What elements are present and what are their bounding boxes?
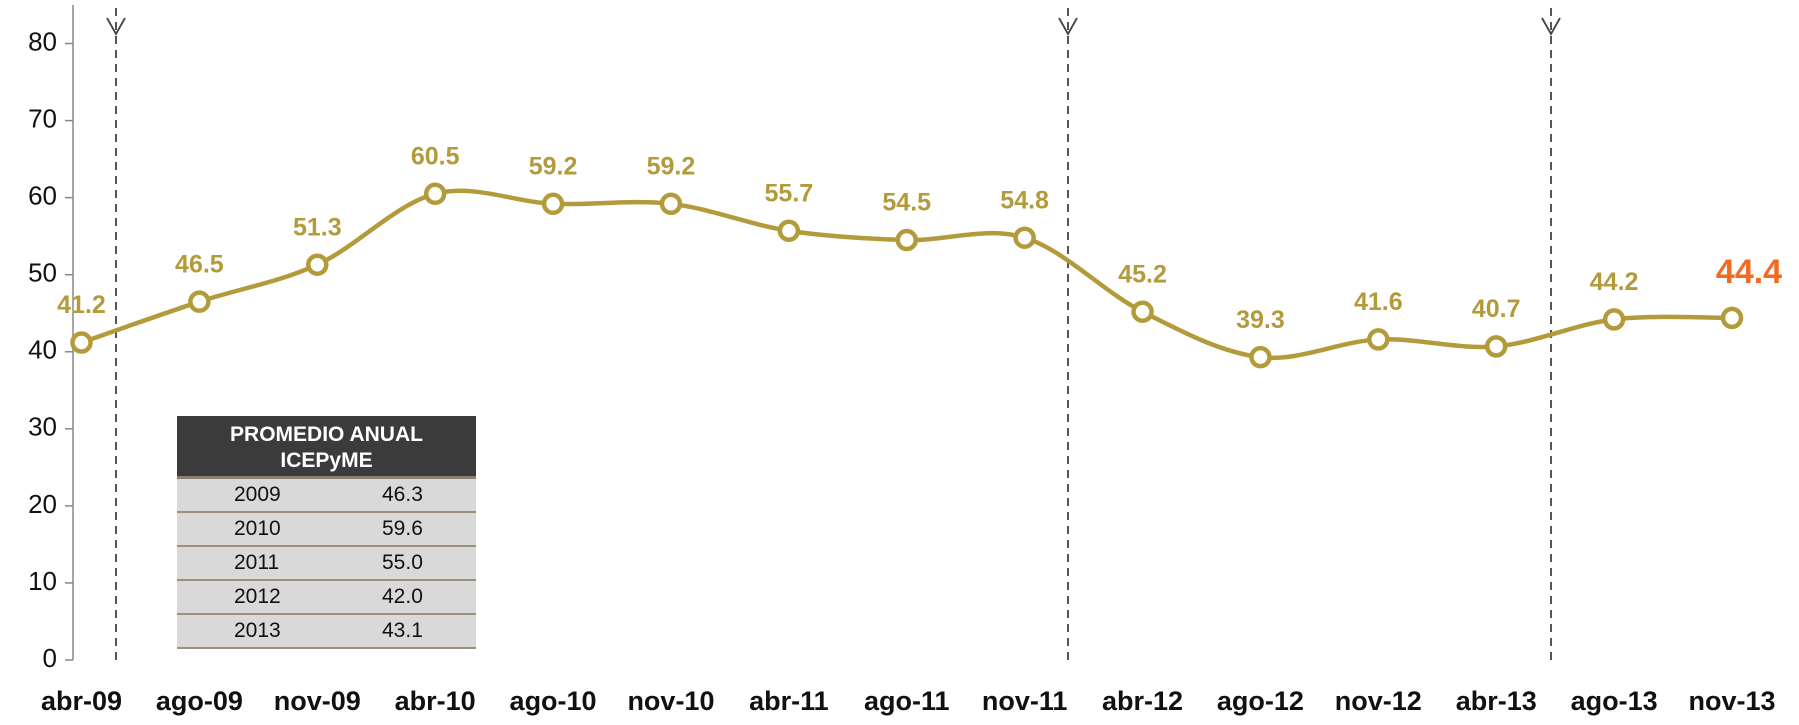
x-tick-label: ago-10 [510, 686, 597, 716]
x-tick-label: nov-12 [1335, 686, 1422, 716]
data-label: 60.5 [411, 142, 460, 170]
x-tick-label: abr-09 [41, 686, 122, 716]
point [188, 290, 211, 313]
table-year: 2009 [234, 483, 281, 506]
y-tick-label: 70 [28, 103, 57, 133]
point [1013, 226, 1036, 249]
y-tick-label: 50 [28, 258, 57, 288]
data-label: 39.3 [1236, 306, 1285, 334]
table-row: 2013 43.1 [177, 615, 476, 649]
data-label: 59.2 [647, 152, 696, 180]
data-label: 51.3 [293, 213, 342, 241]
table-value: 59.6 [382, 517, 423, 540]
table-row: 2012 42.0 [177, 581, 476, 615]
x-tick-label: ago-11 [864, 686, 950, 716]
point [1249, 345, 1272, 369]
data-label: 55.7 [765, 179, 814, 207]
period-arrow [1541, 17, 1561, 36]
point [1720, 306, 1744, 330]
y-tick-label: 10 [28, 566, 57, 596]
x-tick-label: ago-09 [156, 686, 243, 716]
x-tick-label: nov-13 [1688, 686, 1775, 716]
x-tick-label: nov-11 [982, 686, 1068, 716]
x-tick-label: ago-12 [1217, 686, 1304, 716]
point [895, 228, 918, 252]
x-tick-label: ago-13 [1571, 686, 1658, 716]
x-tick-label: abr-13 [1456, 686, 1537, 716]
point [1367, 328, 1390, 351]
point [1484, 335, 1508, 358]
point [659, 192, 683, 216]
data-label: 44.2 [1590, 268, 1639, 296]
point [1131, 300, 1154, 323]
point [423, 182, 447, 206]
table-header: PROMEDIO ANUAL ICEPyME [177, 416, 476, 479]
table-year: 2013 [234, 619, 281, 642]
period-arrow [1058, 17, 1078, 36]
period-arrow [106, 17, 126, 36]
annual-table: PROMEDIO ANUAL ICEPyME 2009 46.3 2010 59.6 2… [177, 416, 476, 649]
data-label: 41.6 [1354, 288, 1403, 316]
y-tick-label: 20 [28, 489, 57, 519]
x-tick-label: abr-10 [395, 686, 476, 716]
table-row: 2009 46.3 [177, 479, 476, 513]
y-tick-label: 80 [28, 26, 57, 56]
data-label: 59.2 [529, 152, 578, 180]
data-label: 45.2 [1118, 260, 1167, 288]
table-value: 46.3 [382, 483, 423, 506]
data-label: 40.7 [1472, 295, 1521, 323]
point [306, 253, 329, 276]
table-value: 42.0 [382, 585, 423, 608]
x-tick-label: nov-09 [274, 686, 361, 716]
table-year: 2010 [234, 517, 281, 540]
point [70, 331, 93, 354]
data-label: 41.2 [57, 291, 106, 319]
table-value: 43.1 [382, 619, 423, 642]
data-label: 44.4 [1716, 253, 1782, 291]
y-tick-label: 30 [28, 412, 57, 442]
y-tick-label: 40 [28, 335, 57, 365]
x-tick-label: abr-12 [1102, 686, 1183, 716]
x-tick-label: abr-11 [749, 686, 829, 716]
data-label: 46.5 [175, 250, 224, 278]
y-tick-label: 0 [43, 643, 57, 673]
table-year: 2012 [234, 585, 281, 608]
table-row: 2010 59.6 [177, 513, 476, 547]
x-tick-label: nov-10 [627, 686, 714, 716]
y-tick-label: 60 [28, 181, 57, 211]
table-year: 2011 [234, 551, 280, 574]
point [541, 192, 565, 216]
point [1602, 308, 1626, 331]
table-row: 2011 55.0 [177, 547, 476, 581]
data-label: 54.5 [882, 189, 931, 217]
point [777, 219, 801, 243]
table-value: 55.0 [382, 551, 423, 574]
data-label: 54.8 [1000, 186, 1049, 214]
